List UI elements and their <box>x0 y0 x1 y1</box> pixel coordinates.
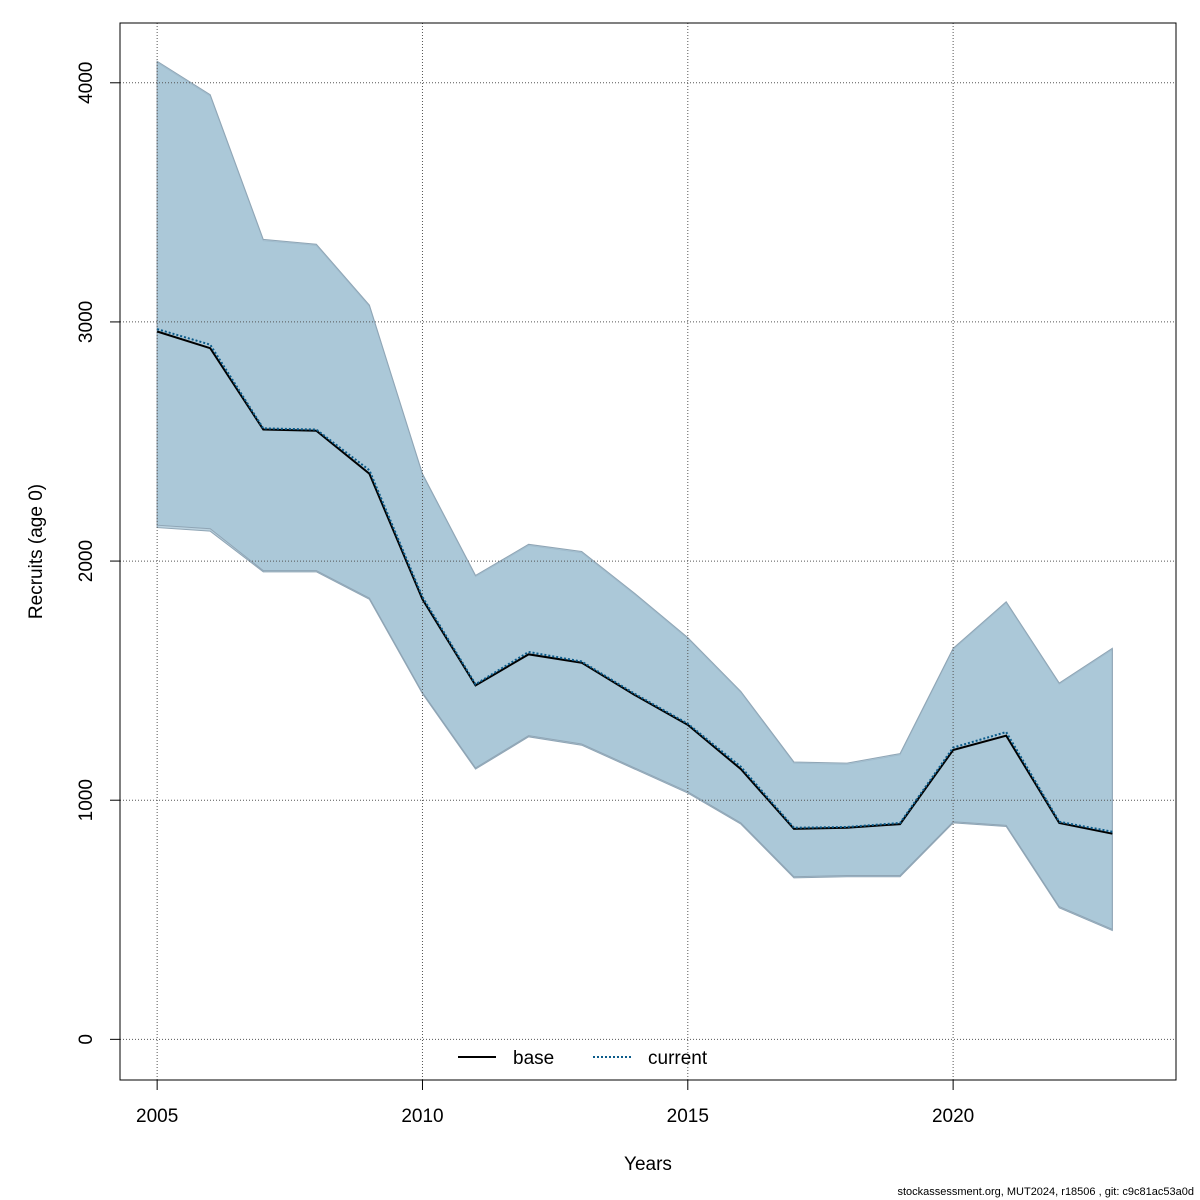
y-tick-label: 4000 <box>76 62 97 104</box>
y-tick-label: 2000 <box>76 540 97 582</box>
x-axis-label: Years <box>624 1154 672 1175</box>
confidence-bands <box>156 60 1113 932</box>
series-line-current <box>156 328 1113 833</box>
legend-label-base: base <box>513 1048 554 1069</box>
legend: base current <box>458 1048 708 1069</box>
y-axis-label: Recruits (age 0) <box>26 484 47 619</box>
plot-border <box>119 22 1177 1081</box>
band-current <box>156 60 1113 931</box>
series-lines <box>156 328 1113 835</box>
x-tick-label: 2005 <box>136 1106 178 1127</box>
y-tick-label: 3000 <box>76 301 97 343</box>
y-axis: 0 1000 2000 3000 4000 <box>76 62 120 1045</box>
x-tick-label: 2015 <box>667 1106 709 1127</box>
y-tick-label: 1000 <box>76 779 97 821</box>
legend-label-current: current <box>648 1048 708 1069</box>
x-axis: 2005 2010 2015 2020 <box>136 1080 974 1127</box>
y-tick-label: 0 <box>76 1034 97 1045</box>
footer-credit: stockassessment.org, MUT2024, r18506 , g… <box>897 1186 1194 1198</box>
grid <box>120 23 1176 1080</box>
x-tick-label: 2010 <box>401 1106 443 1127</box>
x-tick-label: 2020 <box>932 1106 974 1127</box>
